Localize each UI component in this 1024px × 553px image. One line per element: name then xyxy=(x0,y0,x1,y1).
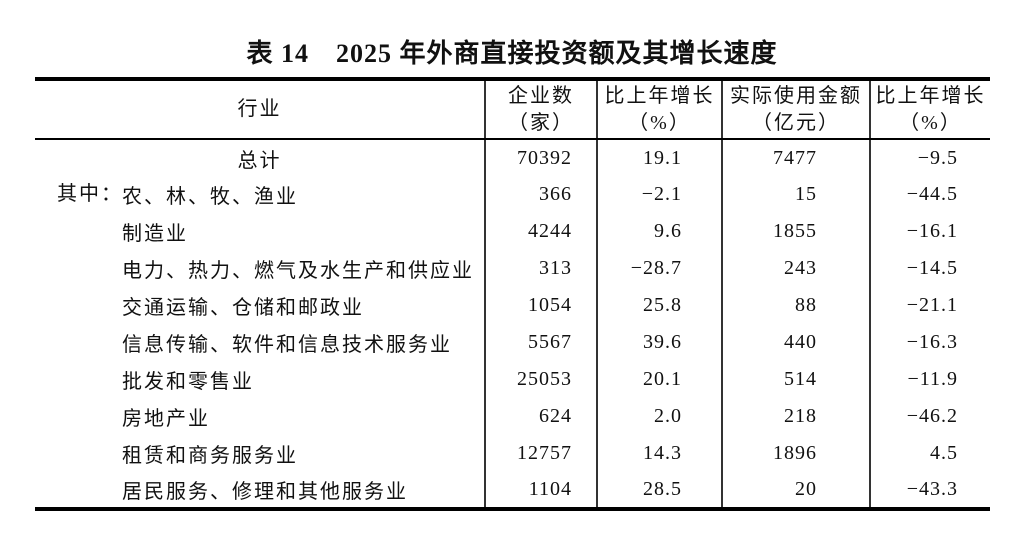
enterprise-count-cell: 70392 xyxy=(484,139,597,176)
col-header-amount-growth: 比上年增长 （%） xyxy=(869,79,990,140)
enterprise-growth-cell: 39.6 xyxy=(596,324,722,361)
table-row: 交通运输、仓储和邮政业 1054 25.8 88 −21.1 xyxy=(35,287,990,324)
enterprise-growth-cell: 25.8 xyxy=(596,287,722,324)
enterprise-count-cell: 1104 xyxy=(484,472,597,509)
industry-cell: 居民服务、修理和其他服务业 xyxy=(35,472,485,509)
table-row: 制造业 4244 9.6 1855 −16.1 xyxy=(35,213,990,250)
amount-growth-cell: −14.5 xyxy=(869,250,990,287)
amount-growth-cell: −44.5 xyxy=(869,176,990,213)
amount-growth-cell: 4.5 xyxy=(869,435,990,472)
industry-cell: 交通运输、仓储和邮政业 xyxy=(35,287,485,324)
amount-growth-cell: −9.5 xyxy=(869,139,990,176)
enterprise-growth-cell: 2.0 xyxy=(596,398,722,435)
amount-used-cell: 1855 xyxy=(721,213,870,250)
table-row: 批发和零售业 25053 20.1 514 −11.9 xyxy=(35,361,990,398)
amount-used-cell: 88 xyxy=(721,287,870,324)
table-title: 表 14 2025 年外商直接投资额及其增长速度 xyxy=(246,39,778,68)
industry-name: 总计 xyxy=(237,149,282,172)
enterprise-growth-cell: 19.1 xyxy=(596,139,722,176)
enterprise-growth-cell: −28.7 xyxy=(596,250,722,287)
industry-name: 租赁和商务服务业 xyxy=(122,445,298,467)
enterprise-count-cell: 1054 xyxy=(484,287,597,324)
enterprise-count-cell: 313 xyxy=(484,250,597,287)
amount-growth-cell: −16.3 xyxy=(869,324,990,361)
industry-name: 批发和零售业 xyxy=(122,371,254,393)
industry-cell: 总计 xyxy=(35,139,485,176)
industry-name: 交通运输、仓储和邮政业 xyxy=(122,297,364,319)
table-body: 总计 70392 19.1 7477 −9.5 其中： 农、林、牧、渔业 366 −2.1 15−… xyxy=(35,139,990,509)
industry-name: 电力、热力、燃气及水生产和供应业 xyxy=(122,260,474,282)
enterprise-growth-cell: 28.5 xyxy=(596,472,722,509)
amount-used-cell: 514 xyxy=(721,361,870,398)
amount-used-cell: 20 xyxy=(721,472,870,509)
table-row: 总计 70392 19.1 7477 −9.5 xyxy=(35,139,990,176)
amount-used-cell: 7477 xyxy=(721,139,870,176)
fdi-table: 行业 企业数 （家） 比上年增长 （%） 实际使用金额 （亿元） 比上年增长 （… xyxy=(35,77,990,511)
col-header-amount-used: 实际使用金额 （亿元） xyxy=(721,79,870,140)
amount-used-cell: 1896 xyxy=(721,435,870,472)
enterprise-count-cell: 12757 xyxy=(484,435,597,472)
enterprise-growth-cell: 14.3 xyxy=(596,435,722,472)
table-row: 房地产业 624 2.0 218 −46.2 xyxy=(35,398,990,435)
industry-name: 居民服务、修理和其他服务业 xyxy=(122,481,408,503)
amount-used-cell: 15 xyxy=(721,176,870,213)
enterprise-count-cell: 366 xyxy=(484,176,597,213)
enterprise-growth-cell: 9.6 xyxy=(596,213,722,250)
enterprise-growth-cell: 20.1 xyxy=(596,361,722,398)
col-header-enterprise-count: 企业数 （家） xyxy=(484,79,597,140)
col-header-enterprise-growth: 比上年增长 （%） xyxy=(596,79,722,140)
enterprise-count-cell: 5567 xyxy=(484,324,597,361)
amount-growth-cell: −43.3 xyxy=(869,472,990,509)
amount-used-cell: 440 xyxy=(721,324,870,361)
group-prefix-label: 其中： xyxy=(57,183,123,205)
amount-used-cell: 218 xyxy=(721,398,870,435)
industry-cell: 其中： 农、林、牧、渔业 xyxy=(35,176,485,213)
col-header-industry: 行业 xyxy=(35,79,485,140)
header-row: 行业 企业数 （家） 比上年增长 （%） 实际使用金额 （亿元） 比上年增长 （… xyxy=(35,79,990,140)
industry-cell: 电力、热力、燃气及水生产和供应业 xyxy=(35,250,485,287)
amount-growth-cell: −21.1 xyxy=(869,287,990,324)
industry-name: 信息传输、软件和信息技术服务业 xyxy=(122,334,452,356)
amount-growth-cell: −46.2 xyxy=(869,398,990,435)
enterprise-growth-cell: −2.1 xyxy=(596,176,722,213)
table-row: 信息传输、软件和信息技术服务业 5567 39.6 440 −16.3 xyxy=(35,324,990,361)
amount-growth-cell: −11.9 xyxy=(869,361,990,398)
industry-cell: 房地产业 xyxy=(35,398,485,435)
industry-cell: 租赁和商务服务业 xyxy=(35,435,485,472)
industry-name: 房地产业 xyxy=(122,408,210,430)
industry-cell: 制造业 xyxy=(35,213,485,250)
enterprise-count-cell: 4244 xyxy=(484,213,597,250)
table-row: 居民服务、修理和其他服务业 1104 28.5 20 −43.3 xyxy=(35,472,990,509)
industry-cell: 信息传输、软件和信息技术服务业 xyxy=(35,324,485,361)
industry-name: 制造业 xyxy=(122,223,188,245)
table-row: 租赁和商务服务业 12757 14.3 1896 4.5 xyxy=(35,435,990,472)
industry-cell: 批发和零售业 xyxy=(35,361,485,398)
col-header-industry-label: 行业 xyxy=(237,98,282,120)
enterprise-count-cell: 25053 xyxy=(484,361,597,398)
amount-used-cell: 243 xyxy=(721,250,870,287)
amount-growth-cell: −16.1 xyxy=(869,213,990,250)
table-row: 其中： 农、林、牧、渔业 366 −2.1 15 −44.5 xyxy=(35,176,990,213)
enterprise-count-cell: 624 xyxy=(484,398,597,435)
industry-name: 农、林、牧、渔业 xyxy=(122,186,298,208)
table-row: 电力、热力、燃气及水生产和供应业 313 −28.7 243 −14.5 xyxy=(35,250,990,287)
